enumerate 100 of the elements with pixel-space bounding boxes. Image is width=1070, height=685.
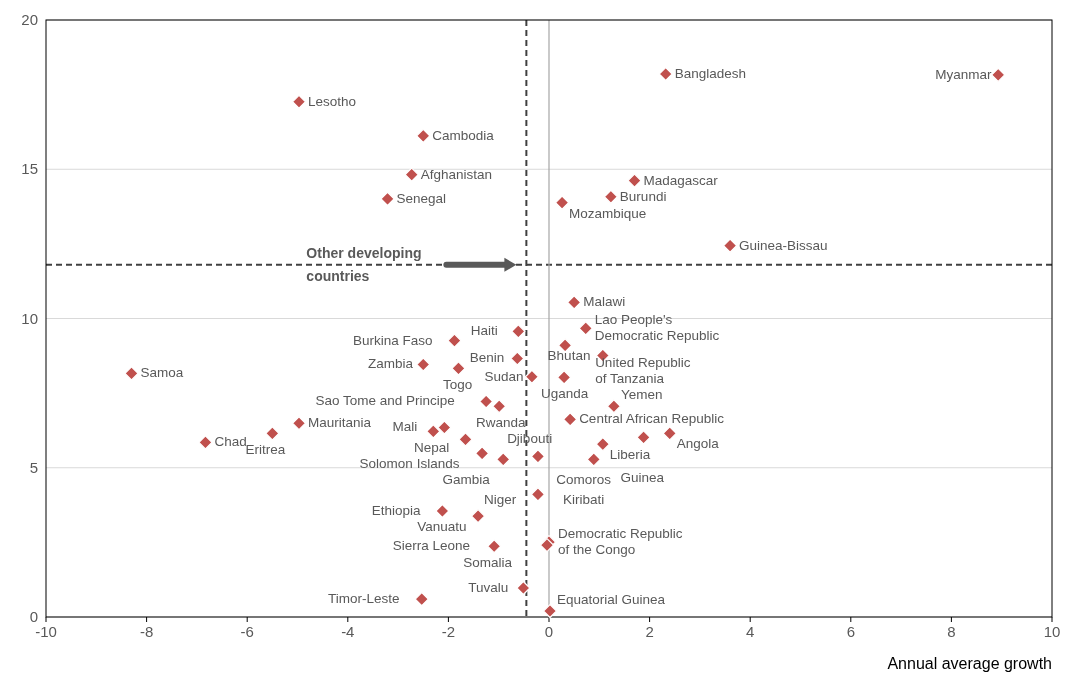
point: [437, 420, 452, 435]
point: [542, 603, 558, 619]
annotation: Burundi: [619, 188, 667, 204]
point: [556, 370, 572, 385]
annotation: Guinea-Bissau: [739, 237, 828, 253]
annotation: Bangladesh: [674, 66, 747, 82]
annotation: Timor-Leste: [328, 591, 400, 607]
point: [524, 369, 539, 384]
annotation: Mali: [392, 419, 418, 435]
annotation: Madagascar: [643, 172, 719, 188]
annotation: Solomon Islands: [359, 456, 460, 472]
point: [414, 591, 429, 607]
annotation: Sierra Leone: [392, 538, 471, 554]
point: [554, 195, 570, 210]
annotation: Nepal: [414, 440, 450, 456]
point: [627, 173, 642, 188]
annotation: Liberia: [609, 447, 651, 463]
y-tick-label: 0: [29, 608, 38, 625]
point: [586, 452, 601, 467]
annotation: Mozambique: [569, 205, 647, 221]
point: [595, 437, 610, 452]
point: [265, 426, 280, 441]
point: [662, 426, 677, 441]
point: [606, 399, 621, 414]
point: [530, 487, 546, 502]
annotation: Bhutan: [547, 347, 591, 363]
point: [291, 94, 307, 109]
annotation: Kiribati: [562, 492, 605, 508]
y-tick-label: 5: [29, 458, 38, 476]
x-tick-label: 8: [947, 623, 956, 640]
point: [658, 66, 673, 82]
point: [198, 435, 213, 450]
annotation: Vanuatu: [417, 519, 467, 535]
annotation: Sudan: [484, 368, 524, 384]
point: [435, 503, 450, 519]
annotation: Djibouti: [507, 431, 553, 447]
annotation: Afghanistan: [420, 166, 492, 182]
y-tick-label: 10: [21, 309, 38, 327]
y-tick-label: 15: [21, 160, 38, 178]
x-tick-label: -2: [441, 623, 456, 640]
x-tick-label: -10: [35, 623, 57, 640]
x-axis-title: Annual average growth: [887, 655, 1052, 672]
annotation: Lao People's Democratic Republic: [594, 312, 720, 344]
point: [510, 351, 525, 366]
annotation: Tuvalu: [468, 580, 509, 596]
annotation: Lesotho: [308, 93, 357, 109]
annotation: Rwanda: [476, 415, 527, 431]
annotation: Mauritania: [308, 415, 372, 431]
x-tick-label: -6: [240, 623, 254, 640]
point: [496, 452, 511, 467]
point: [416, 357, 431, 372]
annotation: Central African Republic: [579, 411, 725, 427]
annotation: Democratic Republic of the Congo: [558, 526, 683, 558]
x-tick-label: -4: [341, 623, 355, 640]
point: [458, 432, 473, 447]
annotation: Sao Tome and Principe: [315, 393, 455, 409]
y-tick-label: 20: [21, 11, 38, 28]
annotation: Senegal: [396, 190, 447, 206]
point: [404, 167, 419, 182]
point: [470, 509, 486, 524]
point: [991, 67, 1006, 83]
point: [530, 449, 546, 464]
point: [563, 412, 578, 427]
annotation: Angola: [676, 436, 720, 452]
point: [426, 424, 441, 439]
point: [578, 321, 593, 336]
annotation: Samoa: [140, 365, 184, 381]
x-tick-label: 0: [544, 623, 554, 640]
x-tick-label: 10: [1043, 623, 1061, 640]
annotation: Eritrea: [245, 442, 286, 458]
point: [603, 189, 618, 204]
annotation: Benin: [469, 350, 505, 366]
point: [451, 361, 466, 376]
point: [447, 333, 462, 348]
annotation: Niger: [483, 492, 517, 508]
point: [516, 580, 531, 596]
x-tick-label: -8: [139, 623, 154, 640]
point: [567, 295, 582, 310]
annotation: Chad: [214, 434, 247, 450]
point: [475, 446, 490, 461]
annotation: Burkina Faso: [353, 332, 433, 348]
point: [722, 238, 738, 253]
point: [487, 539, 502, 554]
annotation: Gambia: [442, 472, 491, 488]
annotation: Haiti: [470, 323, 498, 339]
x-tick-label: 6: [846, 623, 855, 640]
annotation: Malawi: [583, 294, 626, 310]
annotation: Equatorial Guinea: [557, 592, 666, 608]
annotation: United Republic of Tanzania: [595, 355, 691, 387]
annotation: Yemen: [620, 387, 663, 403]
annotation: Cambodia: [432, 127, 495, 143]
point: [416, 128, 431, 143]
point: [636, 430, 651, 445]
point: [291, 416, 307, 431]
point: [492, 399, 507, 414]
annotation: Guinea: [620, 470, 665, 486]
annotation: Other developing countries: [306, 244, 422, 284]
annotation: Myanmar: [935, 66, 993, 82]
point: [479, 394, 494, 409]
x-tick-label: 4: [746, 623, 755, 640]
